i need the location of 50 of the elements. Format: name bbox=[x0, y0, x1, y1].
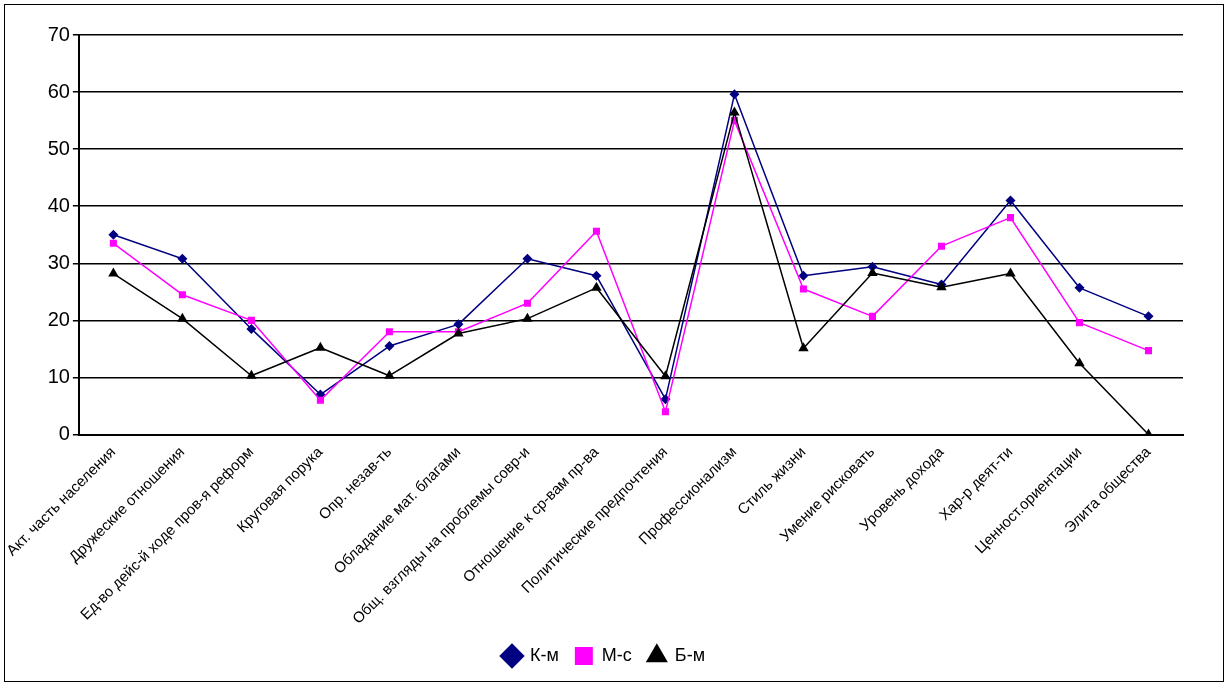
point bbox=[384, 341, 395, 352]
point bbox=[1006, 214, 1015, 222]
point bbox=[108, 267, 119, 277]
point bbox=[523, 299, 531, 307]
legend-label: М-с bbox=[601, 644, 632, 665]
point bbox=[1005, 195, 1016, 206]
point bbox=[385, 328, 393, 336]
point bbox=[315, 341, 326, 351]
point bbox=[109, 239, 117, 247]
legend-label: К-м bbox=[529, 644, 559, 665]
point bbox=[798, 270, 809, 281]
point bbox=[660, 370, 671, 380]
y-tick-label: 70 bbox=[47, 22, 70, 45]
point bbox=[522, 253, 533, 264]
point bbox=[178, 291, 186, 299]
point bbox=[316, 396, 324, 404]
point bbox=[799, 285, 807, 293]
point bbox=[1143, 311, 1154, 322]
point bbox=[592, 227, 600, 235]
y-tick-label: 0 bbox=[58, 422, 70, 445]
point bbox=[661, 408, 669, 416]
point bbox=[591, 281, 602, 291]
point bbox=[246, 369, 257, 379]
legend-label: Б-м bbox=[674, 644, 706, 665]
y-tick-label: 40 bbox=[47, 193, 70, 216]
y-tick-label: 20 bbox=[47, 307, 70, 330]
point bbox=[867, 267, 878, 276]
point bbox=[1075, 319, 1084, 327]
point bbox=[108, 229, 119, 240]
point bbox=[177, 312, 188, 322]
point bbox=[729, 106, 740, 116]
point bbox=[1074, 357, 1085, 367]
point bbox=[453, 319, 464, 330]
point bbox=[522, 312, 533, 322]
point bbox=[798, 342, 809, 352]
point bbox=[177, 253, 188, 264]
point bbox=[1144, 347, 1153, 355]
point bbox=[591, 270, 602, 281]
point bbox=[1074, 282, 1085, 293]
point bbox=[729, 89, 740, 100]
y-tick-label: 60 bbox=[47, 79, 70, 102]
y-tick-label: 50 bbox=[47, 136, 70, 159]
point bbox=[246, 323, 257, 334]
point bbox=[868, 312, 876, 320]
point bbox=[384, 369, 395, 379]
y-tick-label: 30 bbox=[47, 250, 70, 273]
point bbox=[247, 316, 255, 324]
y-tick-label: 10 bbox=[47, 364, 70, 387]
point bbox=[1005, 267, 1016, 277]
point bbox=[937, 242, 946, 250]
